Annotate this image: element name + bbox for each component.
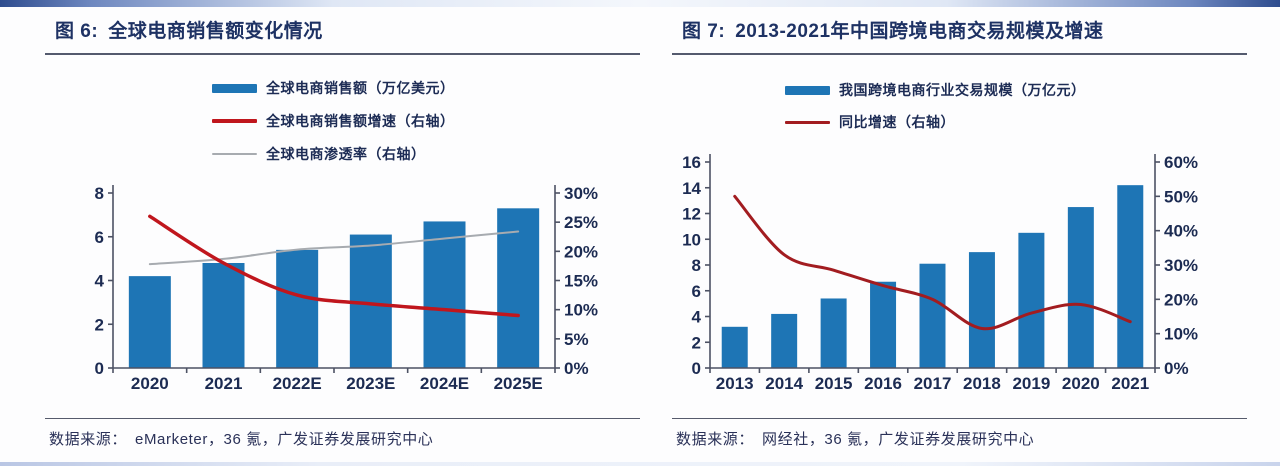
legend-item: 全球电商销售额（万亿美元） (212, 78, 455, 98)
svg-text:50%: 50% (1164, 187, 1198, 206)
legend-item: 全球电商渗透率（右轴） (212, 144, 455, 164)
svg-text:10%: 10% (1164, 325, 1198, 344)
svg-text:0: 0 (692, 359, 701, 378)
bottom-page-divider (0, 462, 1280, 466)
figure-7-source-label: 数据来源： (676, 431, 755, 448)
bar-2020 (1067, 207, 1094, 368)
svg-text:2019: 2019 (1012, 374, 1050, 393)
bar-2024E (423, 221, 466, 368)
svg-text:2017: 2017 (914, 374, 952, 393)
figure-6-legend: 全球电商销售额（万亿美元） 全球电商销售额增速（右轴） 全球电商渗透率（右轴） (212, 78, 455, 164)
top-page-divider (0, 0, 1280, 7)
figure-6-source-divider (45, 418, 640, 419)
svg-text:16: 16 (682, 153, 701, 172)
bar-2016 (870, 281, 897, 368)
legend-line-swatch (212, 153, 257, 155)
svg-text:2020: 2020 (1062, 374, 1100, 393)
svg-text:8: 8 (692, 256, 701, 275)
legend-item: 同比增速（右轴） (785, 112, 1086, 132)
svg-text:2013: 2013 (716, 374, 754, 393)
svg-text:25%: 25% (564, 213, 598, 232)
legend-label: 我国跨境电商行业交易规模（万亿元） (839, 82, 1086, 98)
svg-text:10: 10 (682, 230, 701, 249)
svg-text:20%: 20% (1164, 290, 1198, 309)
figure-6-label: 图 6: (55, 21, 99, 42)
legend-bar-swatch (212, 83, 257, 93)
figure-6-source: 数据来源： eMarketer，36 氪，广发证券发展研究中心 (49, 428, 433, 449)
legend-line-swatch (212, 119, 257, 123)
figure-7-panel: 图 7: 2013-2021年中国跨境电商交易规模及增速 我国跨境电商行业交易规模… (672, 14, 1247, 458)
svg-text:2021: 2021 (1111, 374, 1149, 393)
legend-label: 全球电商销售额增速（右轴） (266, 113, 455, 129)
figure-6-chart: 0 2 4 6 8 0% 5% 10% 15% 20% 25% 30% 2020 2021 2022E 202… (95, 184, 599, 393)
svg-text:6: 6 (95, 228, 104, 247)
line-series (733, 194, 1132, 331)
figure-7-source-text: 网经社，36 氪，广发证券发展研究中心 (762, 431, 1035, 448)
bar-2018 (968, 252, 995, 368)
svg-text:10%: 10% (564, 301, 598, 320)
legend-bar-swatch (785, 85, 830, 95)
svg-text:2020: 2020 (131, 374, 169, 393)
bar-2021 (202, 263, 245, 368)
svg-text:2018: 2018 (963, 374, 1001, 393)
bar-2020 (128, 276, 171, 368)
bar-2014 (771, 313, 798, 368)
svg-text:0: 0 (95, 359, 104, 378)
svg-text:12: 12 (682, 205, 701, 224)
figure-7-title-text: 2013-2021年中国跨境电商交易规模及增速 (735, 21, 1104, 42)
figure-6-title-text: 全球电商销售额变化情况 (108, 21, 323, 42)
bar-2025E (497, 208, 540, 368)
figure-6-source-text: eMarketer，36 氪，广发证券发展研究中心 (135, 431, 434, 448)
line-series (148, 214, 520, 318)
legend-line-swatch (785, 120, 830, 124)
legend-label: 同比增速（右轴） (839, 114, 955, 130)
bar-2015 (820, 298, 847, 368)
svg-text:2025E: 2025E (494, 374, 543, 393)
svg-text:0%: 0% (1164, 359, 1189, 378)
svg-text:2023E: 2023E (346, 374, 395, 393)
svg-text:2: 2 (692, 333, 701, 352)
legend-label: 全球电商渗透率（右轴） (266, 146, 426, 162)
svg-text:60%: 60% (1164, 153, 1198, 172)
figure-7-title: 图 7: 2013-2021年中国跨境电商交易规模及增速 (672, 16, 1247, 55)
svg-text:14: 14 (682, 179, 701, 198)
svg-text:2024E: 2024E (420, 374, 469, 393)
svg-text:2: 2 (95, 315, 104, 334)
svg-text:8: 8 (95, 184, 104, 203)
bar-2022E (276, 249, 319, 368)
figure-7-source: 数据来源： 网经社，36 氪，广发证券发展研究中心 (676, 428, 1034, 449)
svg-text:2014: 2014 (765, 374, 803, 393)
figure-7-chart: 0 2 4 6 8 10 12 14 16 0% 10% 20% 30% 40% 50% 60% 2013 201… (682, 153, 1198, 393)
figure-6-title: 图 6: 全球电商销售额变化情况 (45, 16, 640, 55)
svg-text:4: 4 (95, 272, 105, 291)
svg-text:40%: 40% (1164, 222, 1198, 241)
figure-6-source-label: 数据来源： (49, 431, 128, 448)
bar-2013 (721, 326, 748, 368)
legend-item: 全球电商销售额增速（右轴） (212, 111, 455, 131)
legend-label: 全球电商销售额（万亿美元） (266, 80, 455, 96)
svg-text:6: 6 (692, 282, 701, 301)
bar-2021 (1117, 185, 1144, 368)
svg-text:2015: 2015 (815, 374, 853, 393)
figure-6-panel: 图 6: 全球电商销售额变化情况 全球电商销售额（万亿美元） 全球电商销售额增速（右… (45, 14, 640, 458)
legend-item: 我国跨境电商行业交易规模（万亿元） (785, 80, 1086, 100)
figure-7-label: 图 7: (682, 21, 726, 42)
svg-text:2016: 2016 (864, 374, 902, 393)
svg-text:20%: 20% (564, 242, 598, 261)
svg-text:0%: 0% (564, 359, 589, 378)
svg-text:2022E: 2022E (273, 374, 322, 393)
figure-7-source-divider (672, 418, 1247, 419)
svg-text:15%: 15% (564, 272, 598, 291)
svg-text:4: 4 (692, 308, 702, 327)
figure-7-legend: 我国跨境电商行业交易规模（万亿元） 同比增速（右轴） (785, 80, 1086, 132)
bar-2019 (1018, 232, 1045, 368)
svg-text:5%: 5% (564, 330, 589, 349)
svg-text:30%: 30% (564, 184, 598, 203)
svg-text:2021: 2021 (205, 374, 243, 393)
bar-2017 (919, 263, 946, 368)
svg-text:30%: 30% (1164, 256, 1198, 275)
